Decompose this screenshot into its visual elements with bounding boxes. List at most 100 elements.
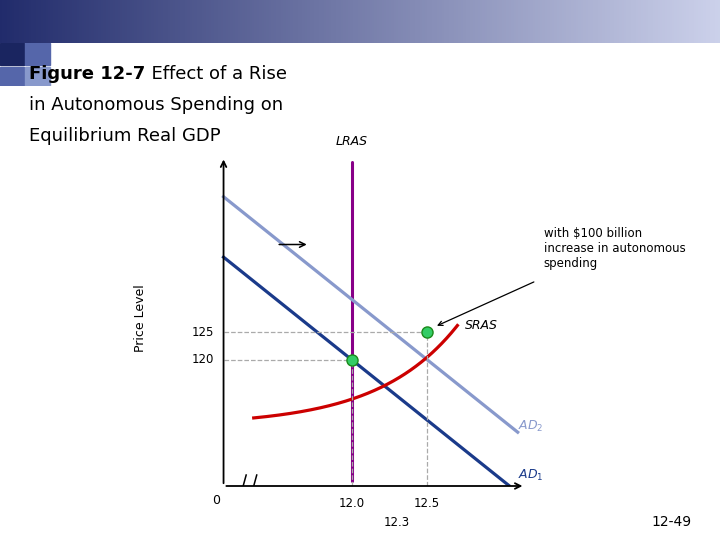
Bar [480,0,482,43]
Bar [211,0,214,43]
Bar [415,0,418,43]
Bar [302,0,305,43]
Bar [614,0,617,43]
Bar [432,0,434,43]
Bar [684,0,686,43]
Bar [326,0,329,43]
Bar [279,0,281,43]
Bar [554,0,557,43]
Bar [564,0,567,43]
Bar [528,0,531,43]
Text: 12-49: 12-49 [651,515,691,529]
Bar [81,0,84,43]
Bar [261,0,264,43]
Bar [485,0,487,43]
Bar [425,0,427,43]
Bar [660,0,662,43]
Bar [117,0,120,43]
Bar [257,0,259,43]
Bar [621,0,624,43]
Bar [276,0,279,43]
Bar [27,0,29,43]
Bar [629,0,631,43]
Bar [271,0,274,43]
Bar [511,0,513,43]
Bar [74,0,77,43]
Bar [58,0,60,43]
Bar [466,0,468,43]
Bar [473,0,475,43]
Bar [180,0,182,43]
Bar [387,0,389,43]
Bar [288,0,290,43]
Bar [677,0,679,43]
Bar [557,0,559,43]
Bar [235,0,238,43]
Bar [670,0,672,43]
Bar [142,0,144,43]
Bar [7,0,9,43]
Bar [315,0,317,43]
Bar [403,0,405,43]
Bar [322,0,324,43]
Bar [439,0,441,43]
Bar [502,0,504,43]
Bar [168,0,171,43]
Bar [367,0,369,43]
Bar [655,0,657,43]
Bar [542,0,545,43]
Bar [108,0,110,43]
Bar [199,0,202,43]
Bar [158,0,161,43]
Bar [569,0,571,43]
Bar [25,67,50,86]
Bar [365,0,367,43]
Bar [595,0,598,43]
Bar [266,0,269,43]
Bar [341,0,343,43]
Bar [463,0,466,43]
Bar [166,0,168,43]
Bar [535,0,538,43]
Bar [207,0,209,43]
Bar [338,0,341,43]
Bar [63,0,65,43]
Bar [290,0,293,43]
Bar [99,0,101,43]
Bar [353,0,355,43]
Bar [125,0,127,43]
Bar [516,0,518,43]
Bar [110,0,113,43]
Bar [269,0,271,43]
Bar [639,0,641,43]
Bar [178,0,180,43]
Bar [293,0,295,43]
Bar [286,0,288,43]
Bar [533,0,535,43]
Bar [430,0,432,43]
Bar [346,0,348,43]
Bar [420,0,423,43]
Bar [581,0,583,43]
Bar [713,0,715,43]
Bar [113,0,115,43]
Bar [53,0,55,43]
Bar [648,0,650,43]
Bar [19,0,22,43]
Bar [29,0,31,43]
Bar [307,0,310,43]
Bar [434,0,437,43]
Bar [662,0,665,43]
Bar [9,0,12,43]
Bar [336,0,338,43]
Bar [94,0,96,43]
Bar [590,0,593,43]
Bar [423,0,425,43]
Bar [545,0,547,43]
Bar [477,0,480,43]
Bar [41,0,43,43]
Bar [5,0,7,43]
Bar [470,0,473,43]
Bar [583,0,585,43]
Bar [72,0,74,43]
